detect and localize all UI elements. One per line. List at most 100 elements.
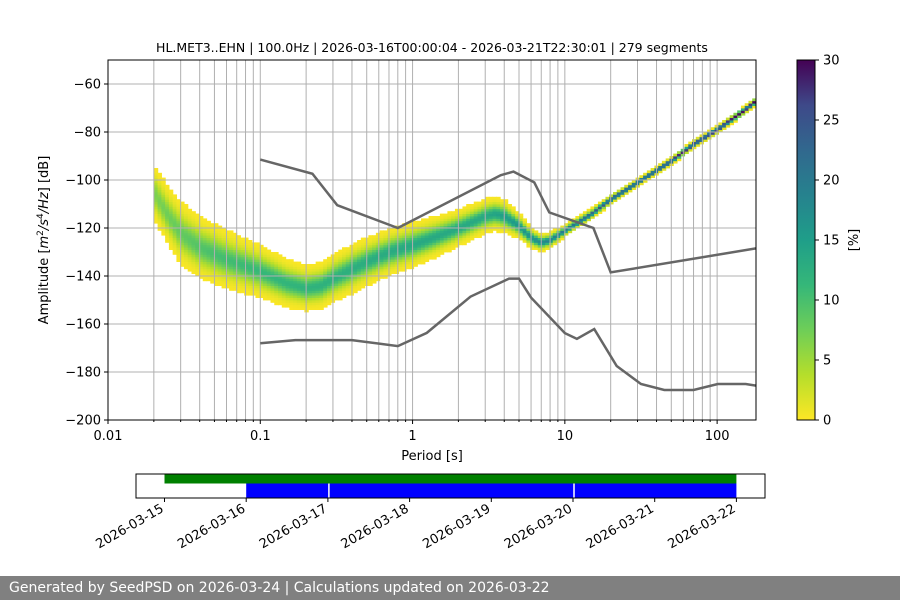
psd-cell (300, 292, 305, 296)
psd-cell (266, 292, 272, 296)
psd-cell (278, 268, 283, 272)
psd-cell (507, 223, 512, 226)
psd-cell (609, 196, 614, 200)
psd-cell (326, 268, 332, 272)
psd-cell (319, 271, 324, 274)
colorbar-tick-label: 0 (823, 414, 831, 429)
psd-cell (507, 206, 512, 210)
psd-cell (515, 230, 520, 234)
psd-cell (214, 235, 219, 238)
psd-cell (289, 304, 294, 308)
psd-cell (481, 218, 486, 222)
psd-cell (402, 266, 407, 270)
psd-cell (417, 223, 422, 226)
psd-cell (183, 266, 189, 270)
psd-cell (262, 249, 268, 253)
psd-cell (552, 240, 558, 243)
psd-cell (323, 266, 328, 270)
psd-cell (458, 225, 464, 229)
psd-cell (530, 235, 535, 238)
psd-cell (240, 252, 245, 255)
psd-cell (451, 247, 456, 250)
psd-cell (214, 232, 219, 236)
psd-cell (428, 244, 433, 248)
psd-cell (748, 100, 753, 104)
psd-cell (360, 271, 366, 274)
psd-cell (462, 220, 467, 224)
psd-cell (326, 285, 332, 289)
psd-cell (383, 244, 388, 248)
psd-cell (199, 266, 204, 270)
psd-cell (165, 230, 170, 234)
psd-cell (413, 259, 418, 262)
x-tick-label: 10 (557, 429, 574, 444)
psd-cell (492, 201, 497, 205)
psd-cell (323, 273, 328, 277)
psd-cell (183, 244, 189, 248)
psd-cell (214, 223, 219, 226)
psd-cell (375, 271, 381, 274)
psd-cell (293, 302, 298, 306)
psd-cell (556, 235, 561, 238)
psd-cell (300, 300, 305, 303)
psd-cell (628, 187, 633, 190)
psd-cell (236, 288, 241, 291)
psd-cell (417, 249, 422, 253)
psd-cell (594, 213, 599, 217)
psd-cell (560, 235, 565, 238)
psd-cell (372, 249, 377, 253)
psd-cell (323, 292, 328, 296)
psd-cell (360, 285, 366, 289)
psd-cell (232, 235, 238, 238)
psd-cell (421, 242, 426, 246)
psd-cell (432, 240, 437, 243)
psd-cell (582, 218, 588, 222)
colorbar-tick-label: 15 (823, 234, 840, 249)
psd-cell (447, 242, 452, 246)
psd-cell (549, 230, 554, 234)
psd-cell (744, 105, 750, 109)
psd-cell (466, 228, 471, 231)
psd-cell (345, 268, 351, 272)
psd-cell (255, 285, 260, 289)
psd-cell (165, 208, 170, 212)
psd-cell (262, 254, 268, 258)
psd-cell (176, 218, 181, 222)
psd-cell (342, 278, 347, 282)
psd-cell (180, 235, 185, 238)
psd-cell (676, 158, 682, 162)
psd-cell (409, 249, 415, 253)
psd-cell (590, 213, 595, 217)
psd-cell (673, 160, 678, 164)
psd-cell (323, 259, 328, 262)
psd-cell (183, 252, 189, 255)
psd-cell (285, 259, 290, 262)
psd-cell (567, 228, 573, 231)
psd-cell (199, 244, 204, 248)
psd-cell (511, 228, 516, 231)
psd-cell (183, 204, 189, 207)
psd-cell (530, 247, 535, 250)
psd-cell (240, 261, 245, 265)
psd-cell (232, 242, 238, 246)
psd-cell (665, 165, 671, 169)
psd-cell (210, 264, 215, 267)
psd-cell (353, 244, 358, 248)
psd-cell (432, 232, 437, 236)
psd-cell (496, 201, 501, 205)
psd-cell (390, 254, 396, 258)
psd-cell (417, 228, 422, 231)
psd-cell (477, 204, 482, 207)
psd-cell (443, 232, 448, 236)
psd-cell (533, 242, 539, 246)
psd-cell (225, 261, 230, 265)
psd-cell (199, 247, 204, 250)
psd-cell (424, 237, 430, 241)
psd-cell (172, 213, 178, 217)
psd-cell (383, 266, 388, 270)
psd-cell (199, 216, 204, 219)
psd-cell (417, 235, 422, 238)
psd-cell (240, 288, 245, 291)
psd-cell (368, 259, 373, 262)
psd-cell (353, 247, 358, 250)
